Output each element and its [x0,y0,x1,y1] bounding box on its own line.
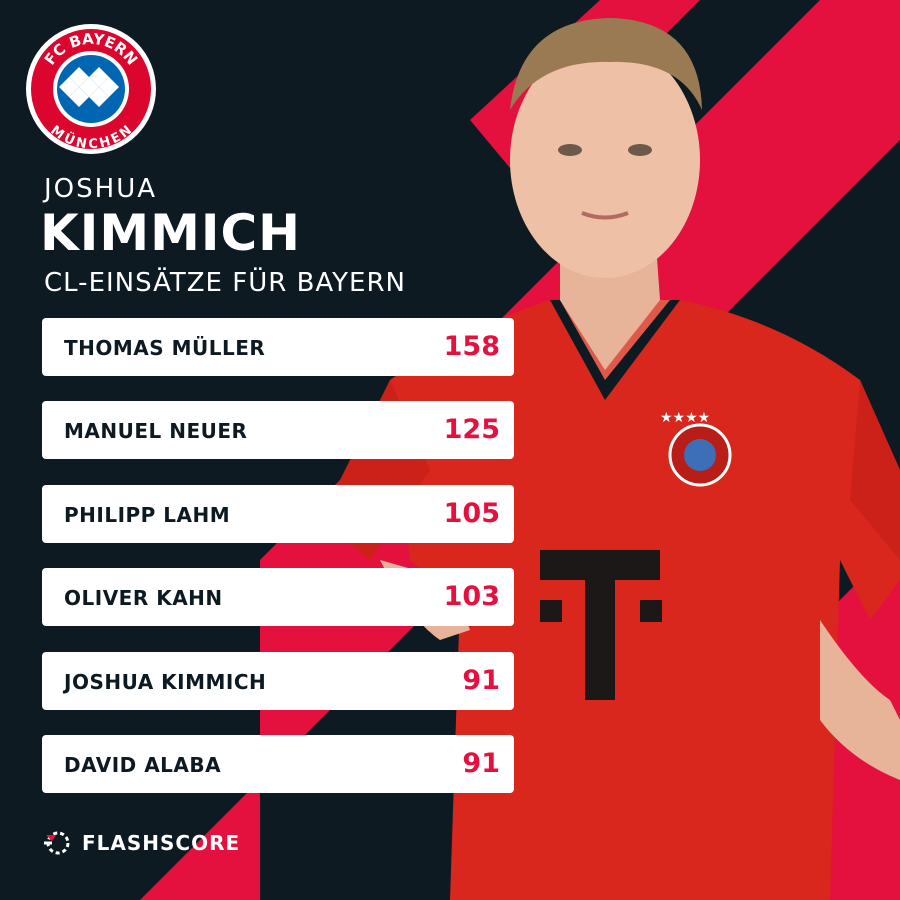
player-photo: ★★★★ [320,18,900,900]
ranking-value: 103 [443,581,500,612]
ranking-value: 158 [443,331,500,362]
brand-footer: FLASHSCORE [42,826,240,860]
player-first-name: JOSHUA [44,174,158,204]
ranking-name: JOSHUA KIMMICH [64,670,267,694]
ranking-name: THOMAS MÜLLER [64,336,266,360]
ranking-name: PHILIPP LAHM [64,503,231,527]
ranking-name: DAVID ALABA [64,753,222,777]
club-crest-icon: FC BAYERN MÜNCHEN [26,24,156,154]
svg-text:★★★★: ★★★★ [660,410,710,426]
ranking-name: OLIVER KAHN [64,586,223,610]
ranking-row: DAVID ALABA 91 [42,735,514,793]
ranking-value: 125 [443,414,500,445]
ranking-value: 91 [462,748,500,779]
flashscore-logo-icon [44,831,70,855]
ranking-value: 91 [462,665,500,696]
ranking-row: MANUEL NEUER 125 [42,401,514,459]
ranking-row: OLIVER KAHN 103 [42,568,514,626]
ranking-row: PHILIPP LAHM 105 [42,485,514,543]
brand-name: FLASHSCORE [82,831,241,855]
player-last-name: KIMMICH [40,204,302,262]
ranking-row: THOMAS MÜLLER 158 [42,318,514,376]
stat-subtitle: CL-EINSÄTZE FÜR BAYERN [44,268,406,298]
ranking-name: MANUEL NEUER [64,419,248,443]
ranking-value: 105 [443,498,500,529]
ranking-row: JOSHUA KIMMICH 91 [42,652,514,710]
